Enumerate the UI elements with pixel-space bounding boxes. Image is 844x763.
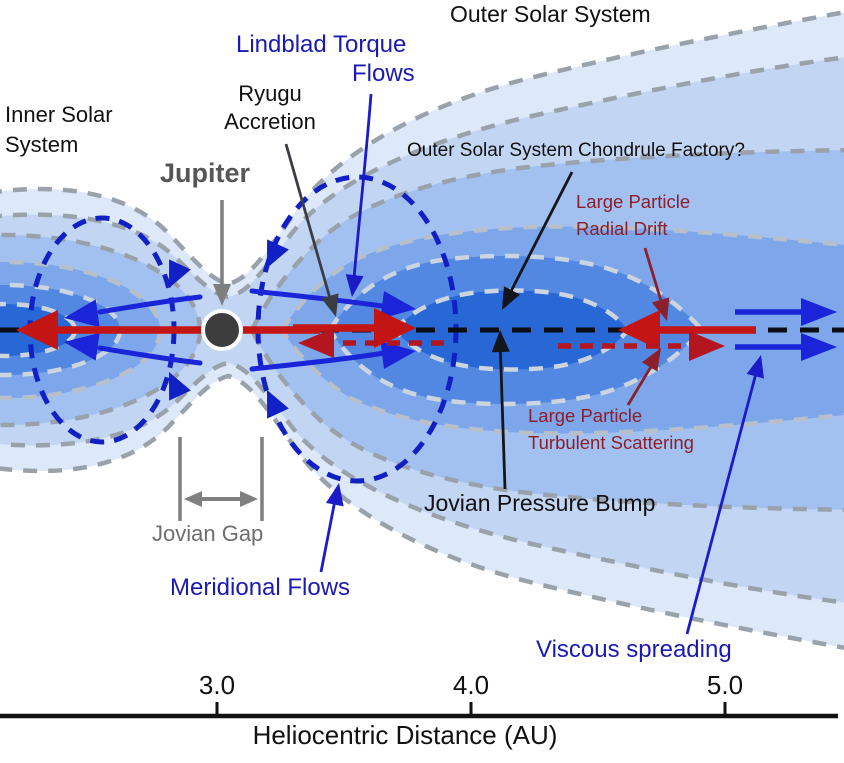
ryugu-pointer-line bbox=[284, 143, 335, 310]
lindblad-pointer-line bbox=[351, 93, 373, 291]
label-jovian-pressure-bump: Jovian Pressure Bump bbox=[424, 490, 656, 516]
jovian-gap-width-right-arrowhead bbox=[240, 491, 258, 507]
gas-flow-line-right-lower bbox=[249, 350, 387, 372]
label-turbulent-scattering-line1: Large Particle bbox=[528, 405, 643, 426]
chondrule-factory-pointer-line bbox=[503, 171, 574, 304]
label-meridional-flows: Meridional Flows bbox=[170, 574, 351, 601]
label-inner-solar-system-line2: System bbox=[5, 132, 79, 157]
radial-drift-arrow-gap-arrowhead bbox=[374, 308, 416, 348]
label-lindblad-torque-line1: Lindblad Torque bbox=[236, 31, 407, 58]
viscous-arrow-lower-arrowhead bbox=[801, 333, 837, 361]
label-jovian-gap: Jovian Gap bbox=[152, 521, 264, 546]
axis-tick-label-5: 5.0 bbox=[706, 670, 744, 700]
axis-tick-label-3: 3.0 bbox=[198, 670, 236, 700]
meridional-loop-inner-upper-arrowhead bbox=[169, 259, 191, 288]
turbulent-label-pointer-arrowhead bbox=[641, 348, 661, 372]
turbulent-scatter-arrow-right-arrowhead bbox=[689, 331, 725, 361]
axis-tick-label-4: 4.0 bbox=[452, 670, 490, 700]
jupiter-planet bbox=[201, 309, 243, 351]
label-outer-solar-system: Outer Solar System bbox=[450, 1, 651, 27]
radial-drift-label-pointer-arrowhead bbox=[651, 297, 670, 321]
label-radial-drift-line2: Radial Drift bbox=[576, 218, 668, 239]
jupiter-pointer-arrowhead bbox=[213, 284, 231, 306]
axis-title: Heliocentric Distance (AU) bbox=[252, 720, 558, 750]
jovian-gap-width-left-arrowhead bbox=[184, 491, 202, 507]
pressure-bump-pointer-arrowhead bbox=[491, 330, 510, 353]
label-ryugu-accretion-line2: Accretion bbox=[224, 109, 316, 134]
chondrule-factory-pointer-arrowhead bbox=[502, 286, 521, 310]
label-chondrule-factory: Outer Solar System Chondrule Factory? bbox=[407, 140, 745, 161]
label-radial-drift-line1: Large Particle bbox=[576, 191, 691, 212]
gas-flow-line-left-upper bbox=[97, 294, 203, 315]
meridional-pointer-arrowhead bbox=[325, 483, 344, 507]
label-inner-solar-system-line1: Inner Solar bbox=[5, 102, 113, 127]
turbulent-scatter-arrow-left-arrowhead bbox=[298, 328, 334, 358]
label-lindblad-torque-line2: Flows bbox=[352, 60, 415, 87]
ryugu-pointer-arrowhead bbox=[321, 293, 339, 317]
meridional-loop-outer-lower-arrowhead bbox=[267, 390, 289, 419]
label-turbulent-scattering-line2: Turbulent Scattering bbox=[528, 432, 694, 453]
radial-drift-arrow-inner-arrowhead bbox=[16, 310, 58, 350]
gas-flow-line-left-lower bbox=[97, 345, 203, 366]
label-jupiter: Jupiter bbox=[160, 158, 251, 188]
gas-flow-left-upper-arrowhead bbox=[64, 299, 100, 328]
radial-drift-arrow-outer-arrowhead bbox=[618, 310, 660, 350]
gas-flow-right-lower-arrowhead bbox=[380, 341, 416, 370]
viscous-pointer-arrowhead bbox=[746, 355, 764, 379]
pressure-bump-pointer-line bbox=[498, 337, 507, 490]
meridional-loop-outer-upper-arrowhead bbox=[267, 239, 289, 268]
viscous-pointer-line bbox=[685, 361, 761, 635]
gas-flow-right-upper-arrowhead bbox=[380, 290, 416, 319]
label-ryugu-accretion-line1: Ryugu bbox=[238, 81, 302, 106]
lindblad-pointer-arrowhead bbox=[345, 274, 364, 297]
gas-flow-left-lower-arrowhead bbox=[64, 332, 100, 361]
label-viscous-spreading: Viscous spreading bbox=[536, 636, 732, 663]
meridional-loop-inner-lower-arrowhead bbox=[169, 372, 191, 401]
viscous-arrow-upper-arrowhead bbox=[801, 298, 837, 326]
